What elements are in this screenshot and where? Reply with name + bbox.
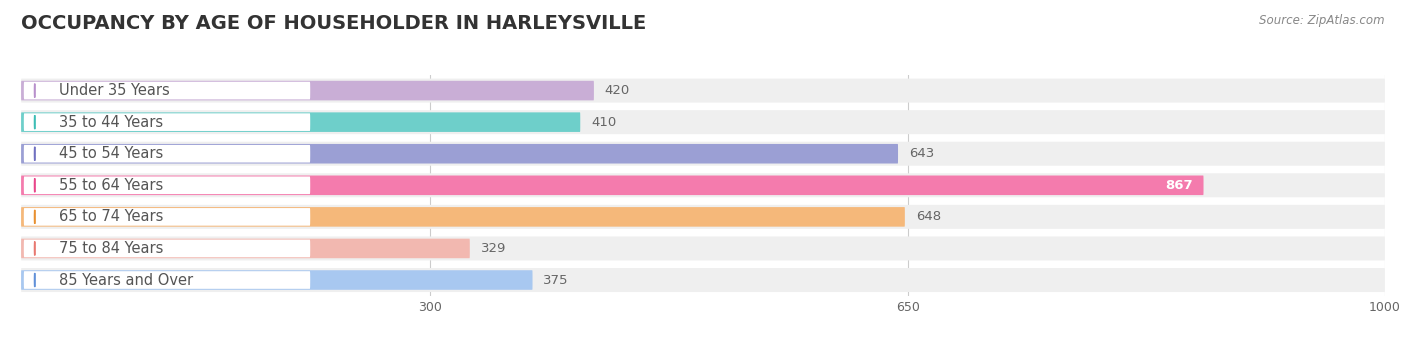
FancyBboxPatch shape: [24, 176, 311, 194]
FancyBboxPatch shape: [21, 112, 581, 132]
Text: 65 to 74 Years: 65 to 74 Years: [59, 209, 163, 224]
FancyBboxPatch shape: [21, 236, 1385, 260]
Text: 410: 410: [591, 116, 616, 129]
Text: 55 to 64 Years: 55 to 64 Years: [59, 178, 163, 193]
FancyBboxPatch shape: [24, 208, 311, 226]
FancyBboxPatch shape: [21, 205, 1385, 229]
Text: 75 to 84 Years: 75 to 84 Years: [59, 241, 163, 256]
Text: Under 35 Years: Under 35 Years: [59, 83, 170, 98]
Text: 329: 329: [481, 242, 506, 255]
FancyBboxPatch shape: [21, 144, 898, 164]
Text: 648: 648: [915, 210, 941, 223]
FancyBboxPatch shape: [21, 270, 533, 290]
FancyBboxPatch shape: [24, 82, 311, 99]
FancyBboxPatch shape: [21, 142, 1385, 166]
FancyBboxPatch shape: [21, 79, 1385, 103]
FancyBboxPatch shape: [24, 271, 311, 289]
Text: 867: 867: [1166, 179, 1192, 192]
Text: OCCUPANCY BY AGE OF HOUSEHOLDER IN HARLEYSVILLE: OCCUPANCY BY AGE OF HOUSEHOLDER IN HARLE…: [21, 14, 647, 33]
FancyBboxPatch shape: [21, 110, 1385, 134]
FancyBboxPatch shape: [21, 81, 593, 100]
FancyBboxPatch shape: [21, 268, 1385, 292]
FancyBboxPatch shape: [21, 239, 470, 258]
FancyBboxPatch shape: [21, 175, 1204, 195]
Text: Source: ZipAtlas.com: Source: ZipAtlas.com: [1260, 14, 1385, 27]
Text: 375: 375: [544, 273, 569, 287]
Text: 85 Years and Over: 85 Years and Over: [59, 273, 194, 288]
FancyBboxPatch shape: [24, 240, 311, 257]
Text: 45 to 54 Years: 45 to 54 Years: [59, 146, 163, 161]
FancyBboxPatch shape: [21, 207, 905, 227]
Text: 643: 643: [908, 147, 934, 160]
Text: 35 to 44 Years: 35 to 44 Years: [59, 115, 163, 130]
Text: 420: 420: [605, 84, 630, 97]
FancyBboxPatch shape: [24, 145, 311, 163]
FancyBboxPatch shape: [21, 173, 1385, 197]
FancyBboxPatch shape: [24, 113, 311, 131]
